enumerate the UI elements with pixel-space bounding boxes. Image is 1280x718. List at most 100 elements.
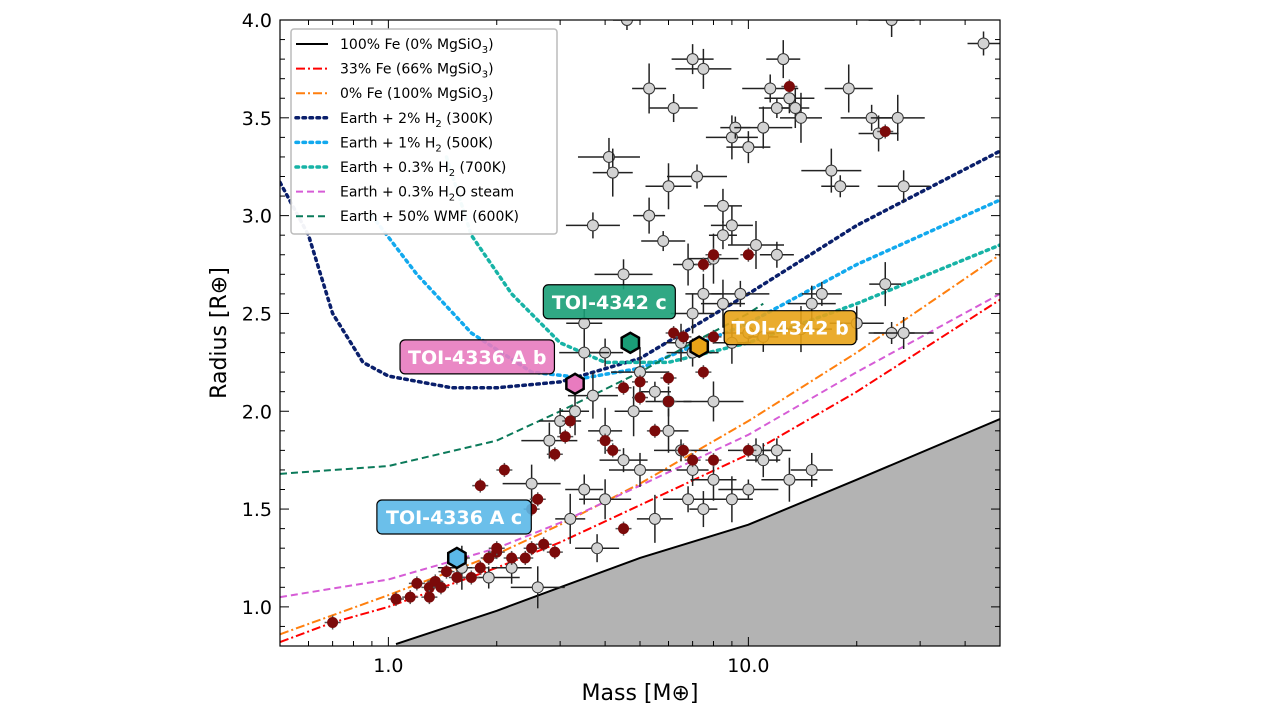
- known-planet-point: [609, 452, 671, 487]
- legend-entry: 33% Fe (66% MgSiO3): [296, 62, 494, 81]
- m-dwarf-planet-point: [432, 580, 449, 595]
- m-dwarf-planet-point: [472, 560, 489, 575]
- planet-label: TOI-4336 A c: [386, 507, 522, 529]
- m-dwarf-planet-point: [675, 443, 692, 458]
- legend-entry: Earth + 0.3% H2 (700K): [294, 160, 506, 179]
- known-planet-point: [710, 206, 753, 245]
- m-dwarf-planet-point: [740, 247, 757, 262]
- m-dwarf-planet-point: [535, 537, 552, 552]
- hexagon-marker: [565, 372, 585, 396]
- legend-entry: 100% Fe (0% MgSiO3): [296, 37, 494, 56]
- known-planet-point: [710, 476, 753, 523]
- m-dwarf-planet-point: [740, 443, 757, 458]
- m-dwarf-planet-point: [472, 478, 489, 493]
- m-dwarf-planet-point: [877, 124, 894, 139]
- planet-label-box: [376, 499, 532, 535]
- y-tick-label: 2.0: [242, 401, 272, 423]
- m-dwarf-planet-point: [546, 545, 563, 560]
- known-planet-point: [641, 231, 686, 252]
- m-dwarf-planet-point: [324, 615, 341, 630]
- known-planet-point: [868, 20, 915, 37]
- x-tick-label: 1.0: [373, 655, 403, 677]
- m-dwarf-planet-point: [488, 541, 505, 556]
- legend-label: Earth + 0.3% H2O steam: [340, 185, 514, 204]
- y-tick-label: 1.5: [242, 499, 272, 521]
- legend-entry: Earth + 50% WMF (600K): [296, 209, 519, 225]
- legend-label: 100% Fe (0% MgSiO3): [340, 37, 494, 56]
- known-planet-point: [727, 220, 784, 269]
- known-planet-point: [588, 407, 623, 454]
- known-planet-point: [718, 479, 779, 500]
- known-planet-point: [870, 94, 925, 141]
- known-planet-point: [821, 175, 860, 198]
- known-planet-point: [510, 566, 565, 609]
- m-dwarf-planet-point: [604, 443, 621, 458]
- m-dwarf-planet-point: [408, 576, 425, 591]
- m-dwarf-planet-point: [705, 329, 722, 344]
- known-planet-point: [633, 197, 666, 234]
- m-dwarf-planet-point: [529, 492, 546, 507]
- x-axis-label: Mass [M⊕]: [582, 681, 699, 706]
- planet-label: TOI-4342 b: [732, 318, 849, 340]
- x-tick-label: 10.0: [727, 655, 769, 677]
- m-dwarf-planet-point: [387, 592, 404, 607]
- legend-entry: Earth + 1% H2 (500K): [294, 135, 493, 154]
- m-dwarf-planet-point: [402, 590, 419, 605]
- y-tick-label: 2.5: [242, 303, 272, 325]
- model-curve-1: [280, 298, 1000, 644]
- known-planet-point: [703, 188, 742, 223]
- hexagon-marker: [689, 335, 710, 359]
- m-dwarf-planet-point: [705, 453, 722, 468]
- known-planet-point: [801, 148, 862, 193]
- known-planet-point: [667, 164, 728, 189]
- m-dwarf-planet-point: [463, 570, 480, 585]
- m-dwarf-planet-point: [615, 380, 632, 395]
- m-dwarf-planet-point: [660, 394, 677, 409]
- known-planet-point: [649, 94, 698, 123]
- known-planet-point: [781, 88, 810, 129]
- legend-label: 0% Fe (100% MgSiO3): [340, 86, 494, 105]
- known-planet-point: [746, 443, 781, 478]
- m-dwarf-planet-point: [660, 370, 677, 385]
- known-planet-point: [565, 474, 604, 505]
- m-dwarf-planet-point: [557, 429, 574, 444]
- m-dwarf-planet-point: [438, 564, 455, 579]
- m-dwarf-planet-point: [523, 541, 540, 556]
- known-planet-point: [779, 92, 822, 143]
- known-planet-point: [632, 63, 667, 114]
- planet-label-box: [723, 310, 857, 346]
- y-tick-label: 3.5: [242, 108, 272, 130]
- legend-entry: Earth + 0.3% H2O steam: [296, 185, 514, 204]
- known-planet-point: [638, 381, 671, 402]
- y-tick-label: 4.0: [242, 10, 272, 32]
- legend-label: Earth + 2% H2 (300K): [340, 111, 493, 130]
- legend-label: 33% Fe (66% MgSiO3): [340, 62, 494, 81]
- m-dwarf-planet-point: [517, 550, 534, 565]
- known-planet-point: [645, 163, 692, 210]
- m-dwarf-planet-point: [781, 79, 798, 94]
- known-planet-point: [675, 48, 732, 89]
- highlighted-planet: TOI-4336 A b: [399, 339, 585, 396]
- known-planet-point: [762, 438, 791, 463]
- planet-label: TOI-4336 A b: [408, 347, 546, 369]
- known-planet-point: [801, 281, 842, 306]
- m-dwarf-planet-point: [562, 414, 579, 429]
- y-tick-label: 3.0: [242, 206, 272, 228]
- known-planet-point: [575, 534, 620, 563]
- rocky-limit-fill: [395, 419, 1000, 646]
- m-dwarf-planet-point: [503, 550, 520, 565]
- planet-label-box: [399, 339, 556, 375]
- m-dwarf-planet-point: [646, 423, 663, 438]
- known-planet-point: [685, 273, 722, 314]
- known-planet-point: [670, 293, 715, 334]
- m-dwarf-planet-point: [695, 365, 712, 380]
- m-dwarf-planet-point: [695, 257, 712, 272]
- known-planet-point: [742, 74, 799, 103]
- model-curve-6: [280, 292, 1000, 599]
- known-planet-point: [592, 148, 633, 197]
- known-planet-point: [967, 31, 1000, 56]
- y-axis-label: Radius [R⊕]: [207, 267, 232, 399]
- highlighted-planet: TOI-4342 c: [542, 284, 676, 355]
- m-dwarf-planet-point: [675, 329, 692, 344]
